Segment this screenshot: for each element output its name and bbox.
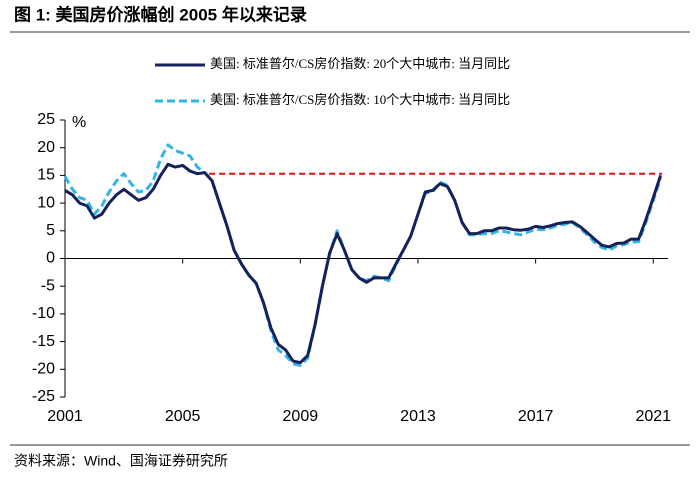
y-tick-label: 10 (37, 194, 55, 211)
x-tick-label: 2021 (635, 408, 671, 425)
y-tick-label: 25 (37, 111, 55, 128)
legend-label: 美国: 标准普尔/CS房价指数: 10个大中城市: 当月同比 (210, 92, 510, 107)
x-tick-label: 2001 (47, 408, 83, 425)
y-tick-label: -25 (32, 388, 55, 405)
y-axis-label: % (72, 114, 86, 131)
chart-title: 图 1: 美国房价涨幅创 2005 年以来记录 (14, 4, 307, 24)
y-tick-label: -5 (41, 277, 55, 294)
y-tick-label: -10 (32, 305, 55, 322)
y-tick-label: 5 (46, 222, 55, 239)
y-tick-label: -15 (32, 333, 55, 350)
x-tick-label: 2017 (518, 408, 554, 425)
series-line (64, 162, 663, 365)
y-tick-label: 20 (37, 139, 55, 156)
y-tick-label: -20 (32, 361, 55, 378)
y-tick-label: 15 (37, 167, 55, 184)
x-tick-label: 2005 (165, 408, 201, 425)
source: 资料来源：Wind、国海证券研究所 (14, 453, 228, 469)
legend-label: 美国: 标准普尔/CS房价指数: 20个大中城市: 当月同比 (210, 56, 510, 71)
x-tick-label: 2009 (283, 408, 319, 425)
y-tick-label: 0 (46, 250, 55, 267)
x-tick-label: 2013 (400, 408, 436, 425)
series-line (63, 143, 663, 367)
